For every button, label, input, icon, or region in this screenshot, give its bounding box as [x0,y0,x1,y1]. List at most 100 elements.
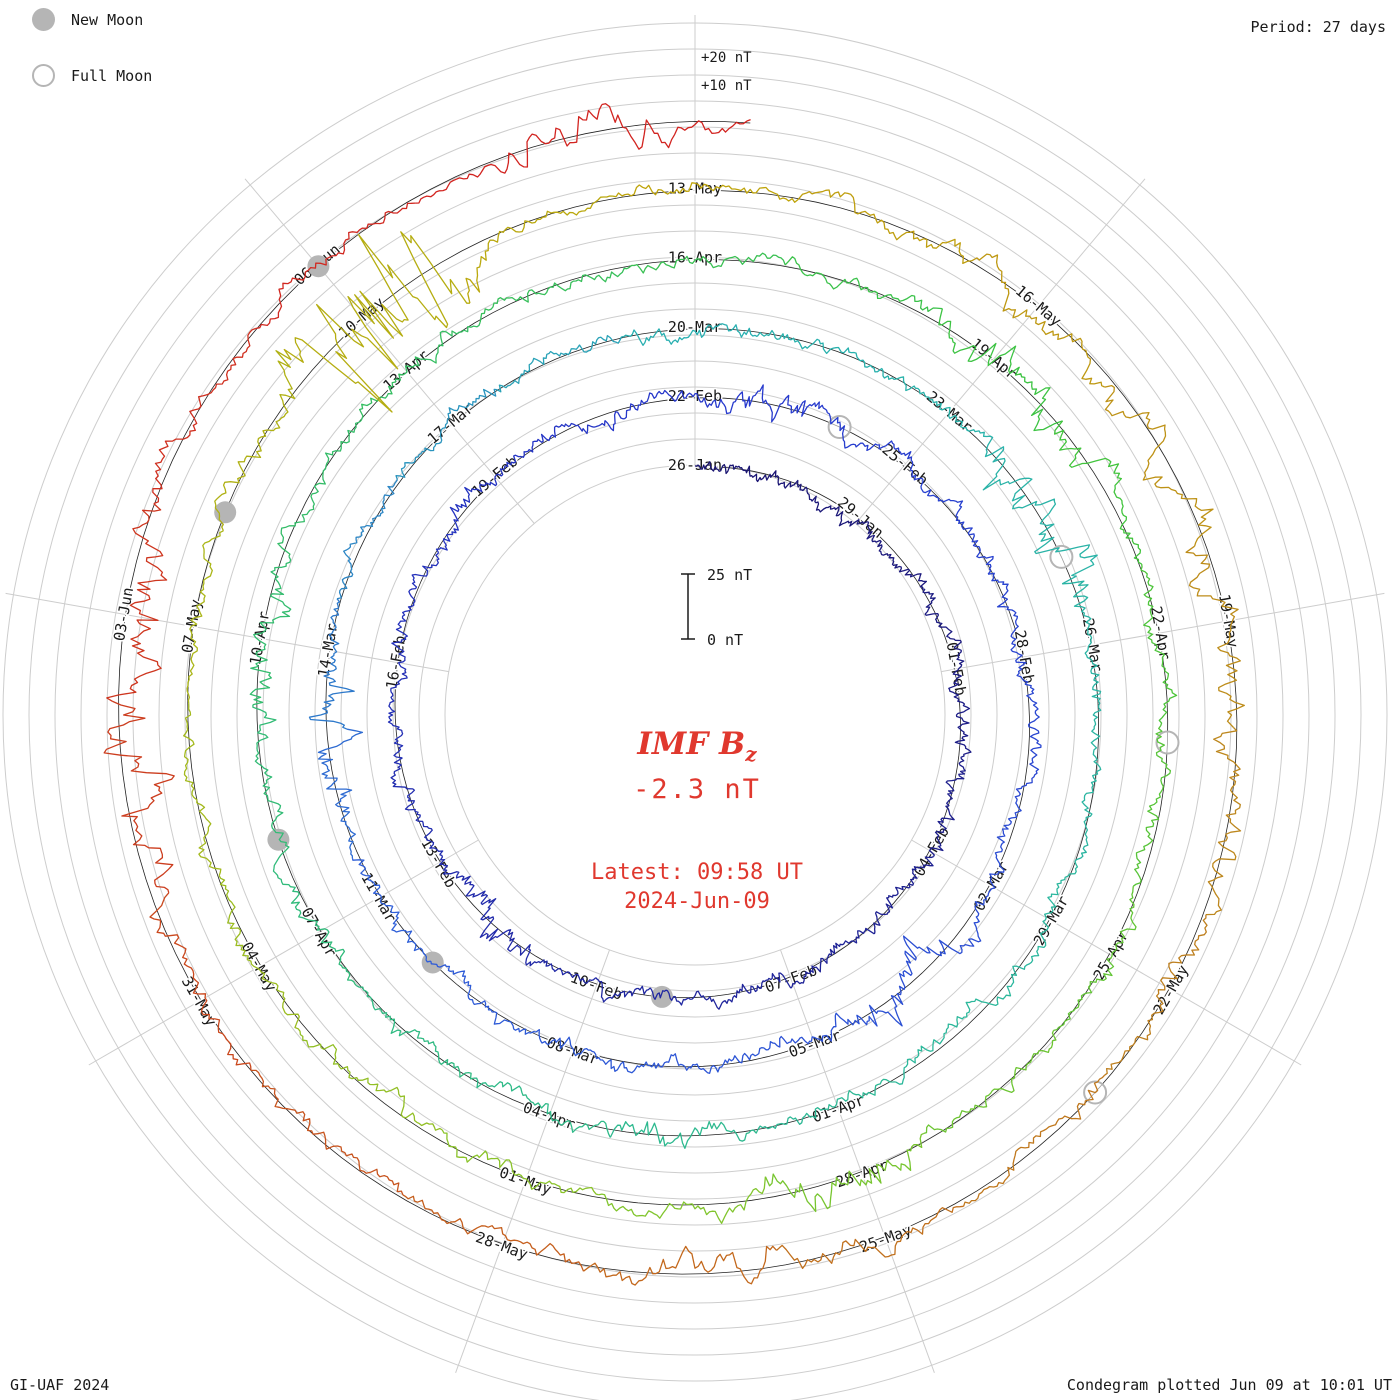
bz-trace-segment [218,875,301,1032]
bz-trace-segment [780,479,860,527]
full-moon-label: Full Moon [71,66,153,85]
bz-trace-segment [183,703,222,876]
latest-timestamp: Latest: 09:58 UT 2024-Jun-09 [591,858,803,916]
bz-trace-segment [873,855,934,935]
bz-trace-segment [214,350,296,532]
bz-trace-segment [336,479,398,600]
bz-trace-segment [1104,384,1214,547]
bz-trace-segment [430,961,536,1035]
bz-trace-segment [186,530,224,704]
date-label: 11-Mar [357,870,400,926]
bz-trace-segment [299,1031,443,1131]
date-label: 10-May [335,293,388,342]
new-moon-marker [421,951,444,974]
bz-trace-segment [691,972,792,1010]
date-label: 04-Apr [521,1098,578,1133]
bz-trace-segment [106,503,168,702]
bz-trace-segment [923,1030,1057,1135]
bz-trace-segment [358,321,481,422]
date-label: 28-Feb [1011,629,1038,685]
bz-trace-segment [473,1077,611,1138]
date-label: 14-Mar [314,622,341,678]
bz-trace-segment [583,1245,778,1286]
bz-trace-segment [351,857,432,963]
bz-trace-segment [465,195,617,304]
bz-trace-segment [974,800,1022,916]
bz-trace-segment [317,728,364,859]
bz-trace-segment [496,334,623,393]
latest-date-line: 2024-Jun-09 [624,889,770,914]
bz-trace-segment [1053,886,1137,1032]
bz-trace-segment [439,854,509,942]
date-label: 07-Apr [298,904,341,960]
bz-trace-segment [283,231,470,413]
date-label: 16-May [1012,281,1065,330]
bz-trace-segment [712,384,829,423]
new-moon-icon [32,8,55,31]
bz-trace-segment [790,927,875,989]
bz-trace-segment [982,457,1098,585]
date-label: 10-Apr [246,610,273,666]
bz-trace-segment [149,892,252,1071]
bz-trace-segment [356,985,475,1080]
new-moon-marker [267,828,290,851]
plot-timestamp: Condegram plotted Jun 09 at 10:01 UT [1066,1376,1392,1394]
bz-trace-segment [1104,914,1208,1076]
date-label: 03-Jun [110,586,137,642]
bz-trace-segment [402,1194,585,1272]
bz-trace-segment [609,1120,759,1149]
bz-trace-segment [103,700,175,893]
date-label: 26-Mar [1079,617,1106,673]
bz-trace-segment [598,1176,767,1224]
date-label: 19-Apr [967,334,1020,383]
date-label: 13-Feb [417,835,460,891]
bz-trace-segment [1074,719,1102,862]
full-moon-marker [1155,730,1180,755]
date-label: 28-May [473,1228,530,1263]
bz-trace-segment [615,182,799,203]
bz-trace-segment [250,1069,404,1196]
bz-trace-segment [887,375,1005,463]
date-label: 22-Feb [668,387,722,405]
bz-trace-segment [938,308,1063,432]
date-label: 05-Mar [786,1026,843,1061]
bz-trace-segment [756,329,889,379]
bz-trace-segment [152,327,256,505]
imf-bz-title-main: IMF B [637,726,746,762]
bz-trace-segment [777,1004,903,1048]
bz-trace-segment [859,521,928,588]
imf-bz-title-sub: z [745,742,757,767]
date-label: 10-Feb [568,968,625,1003]
bz-trace-segment [962,1074,1106,1207]
date-label: 28-Apr [833,1156,890,1191]
scale-bar-top-label: 25 nT [707,566,752,584]
date-label: 31-May [178,973,221,1029]
bz-trace-segment [827,412,924,481]
bz-trace-segment [435,465,506,554]
bz-trace-segment [694,461,782,486]
ref-ring-label-plus20: +20 nT [701,50,752,66]
bz-trace-segment [249,556,292,706]
bz-trace-segment [277,420,362,557]
bz-trace-segment [1205,727,1242,916]
zero-baseline-spiral [118,120,1238,1275]
date-label: 04-May [238,939,281,995]
bz-trace-segment [252,704,290,856]
bz-trace-segment [255,202,416,330]
latest-time-line: Latest: 09:58 UT [591,860,803,885]
bz-trace-segment [1014,683,1042,802]
new-moon-label: New Moon [71,10,144,29]
date-label: 29-Jan [834,493,887,542]
bz-trace-segment [784,256,943,313]
bz-trace-segment [535,1028,657,1074]
bz-trace-segment [504,420,606,468]
bz-trace-segment [776,1205,964,1270]
date-label: 13-May [668,180,722,198]
bz-trace-segment [1140,564,1178,727]
bz-trace-segment [971,253,1106,388]
legend-new-moon-row: New Moon [32,8,143,31]
bz-trace-segment [988,572,1029,685]
new-moon-marker [214,501,237,524]
